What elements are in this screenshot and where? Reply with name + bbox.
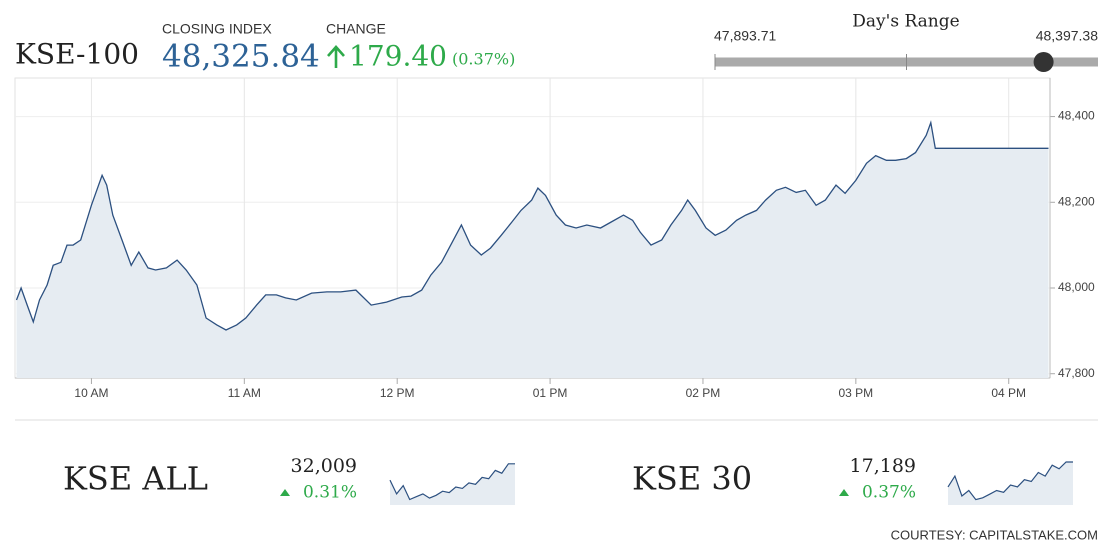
- change-percent: (0.37%): [452, 50, 515, 69]
- y-tick-label: 48,400: [1058, 109, 1095, 123]
- change-label: CHANGE: [326, 21, 386, 37]
- x-tick-label: 10 AM: [74, 386, 108, 400]
- range-marker: [1033, 52, 1054, 72]
- y-tick-label: 48,200: [1058, 194, 1095, 208]
- range-slider: [714, 52, 1098, 72]
- ticker-name: KSE ALL: [63, 460, 208, 498]
- main-chart: 47,800 48,000 48,200 48,400 10 AM 11 AM 12 PM 0…: [14, 77, 1095, 400]
- courtesy: COURTESY: CAPITALSTAKE.COM: [891, 527, 1098, 542]
- sparkline: [389, 463, 515, 501]
- sparkline: [947, 461, 1073, 501]
- y-tick-label: 47,800: [1058, 366, 1095, 380]
- ticker-change: 0.37%: [862, 483, 916, 503]
- range-low: 47,893.71: [714, 28, 776, 44]
- area-fill: [16, 122, 1049, 378]
- sparkline-fill: [948, 462, 1073, 505]
- up-triangle: [839, 489, 849, 496]
- closing-value: 48,325.84: [162, 39, 320, 75]
- ticker-value: 32,009: [291, 455, 357, 477]
- price-line: [15, 120, 1049, 331]
- y-tick-label: 48,000: [1058, 280, 1095, 294]
- range-title: Day's Range: [852, 12, 959, 32]
- ticker-name: KSE 30: [632, 460, 752, 498]
- x-tick-label: 04 PM: [991, 386, 1026, 400]
- x-tick-label: 11 AM: [228, 386, 261, 400]
- x-tick-label: 03 PM: [838, 386, 873, 400]
- index-title: KSE-100: [15, 38, 139, 71]
- range-high: 48,397.38: [1036, 28, 1098, 44]
- x-tick-label: 02 PM: [686, 386, 721, 400]
- up-triangle: [280, 489, 290, 496]
- ticker-change: 0.31%: [303, 483, 357, 503]
- ticker-value: 17,189: [850, 455, 916, 477]
- up-arrow: [327, 45, 345, 68]
- closing-label: CLOSING INDEX: [162, 21, 272, 37]
- x-tick-label: 01 PM: [533, 386, 568, 400]
- change-value: 179.40: [349, 40, 447, 73]
- tickers: KSE ALL 32,009 0.31% KSE 30 17,189 0.37%: [63, 455, 1073, 505]
- x-tick-label: 12 PM: [380, 386, 415, 400]
